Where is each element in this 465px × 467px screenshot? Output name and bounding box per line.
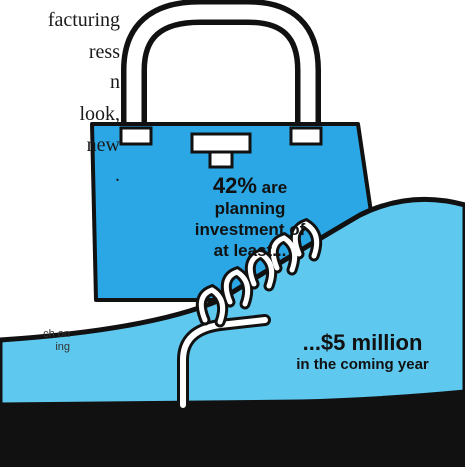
stat-investment-amount: ...$5 million in the coming year xyxy=(270,330,455,374)
body-text-line: n xyxy=(110,71,120,93)
source-note-line: ing xyxy=(55,341,70,353)
source-note-line: ch on xyxy=(43,328,70,340)
body-text-line: facturing xyxy=(47,9,120,31)
stat-description: are planning investment of at least... xyxy=(194,178,306,260)
body-text-line: new xyxy=(86,134,120,156)
body-text-line: look, xyxy=(79,103,120,125)
shoe-icon xyxy=(0,196,465,467)
stat-amount: ...$5 million xyxy=(302,330,423,355)
body-text-line: ress xyxy=(88,41,120,63)
stat-caption: in the coming year xyxy=(296,356,429,373)
body-text-line: . xyxy=(115,164,120,186)
stat-investment-share: 42% are planning investment of at least.… xyxy=(185,175,315,261)
stat-percent: 42% xyxy=(212,173,257,198)
